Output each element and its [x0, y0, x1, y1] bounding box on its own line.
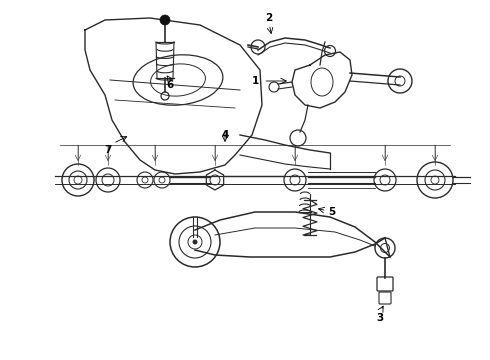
Circle shape: [193, 239, 197, 244]
Text: 3: 3: [376, 313, 384, 323]
Text: 5: 5: [328, 207, 336, 217]
Text: 4: 4: [221, 130, 229, 140]
Text: 6: 6: [167, 80, 173, 90]
Circle shape: [160, 15, 170, 25]
Text: 1: 1: [251, 76, 259, 86]
Text: 7: 7: [104, 145, 112, 155]
Text: 2: 2: [266, 13, 272, 23]
